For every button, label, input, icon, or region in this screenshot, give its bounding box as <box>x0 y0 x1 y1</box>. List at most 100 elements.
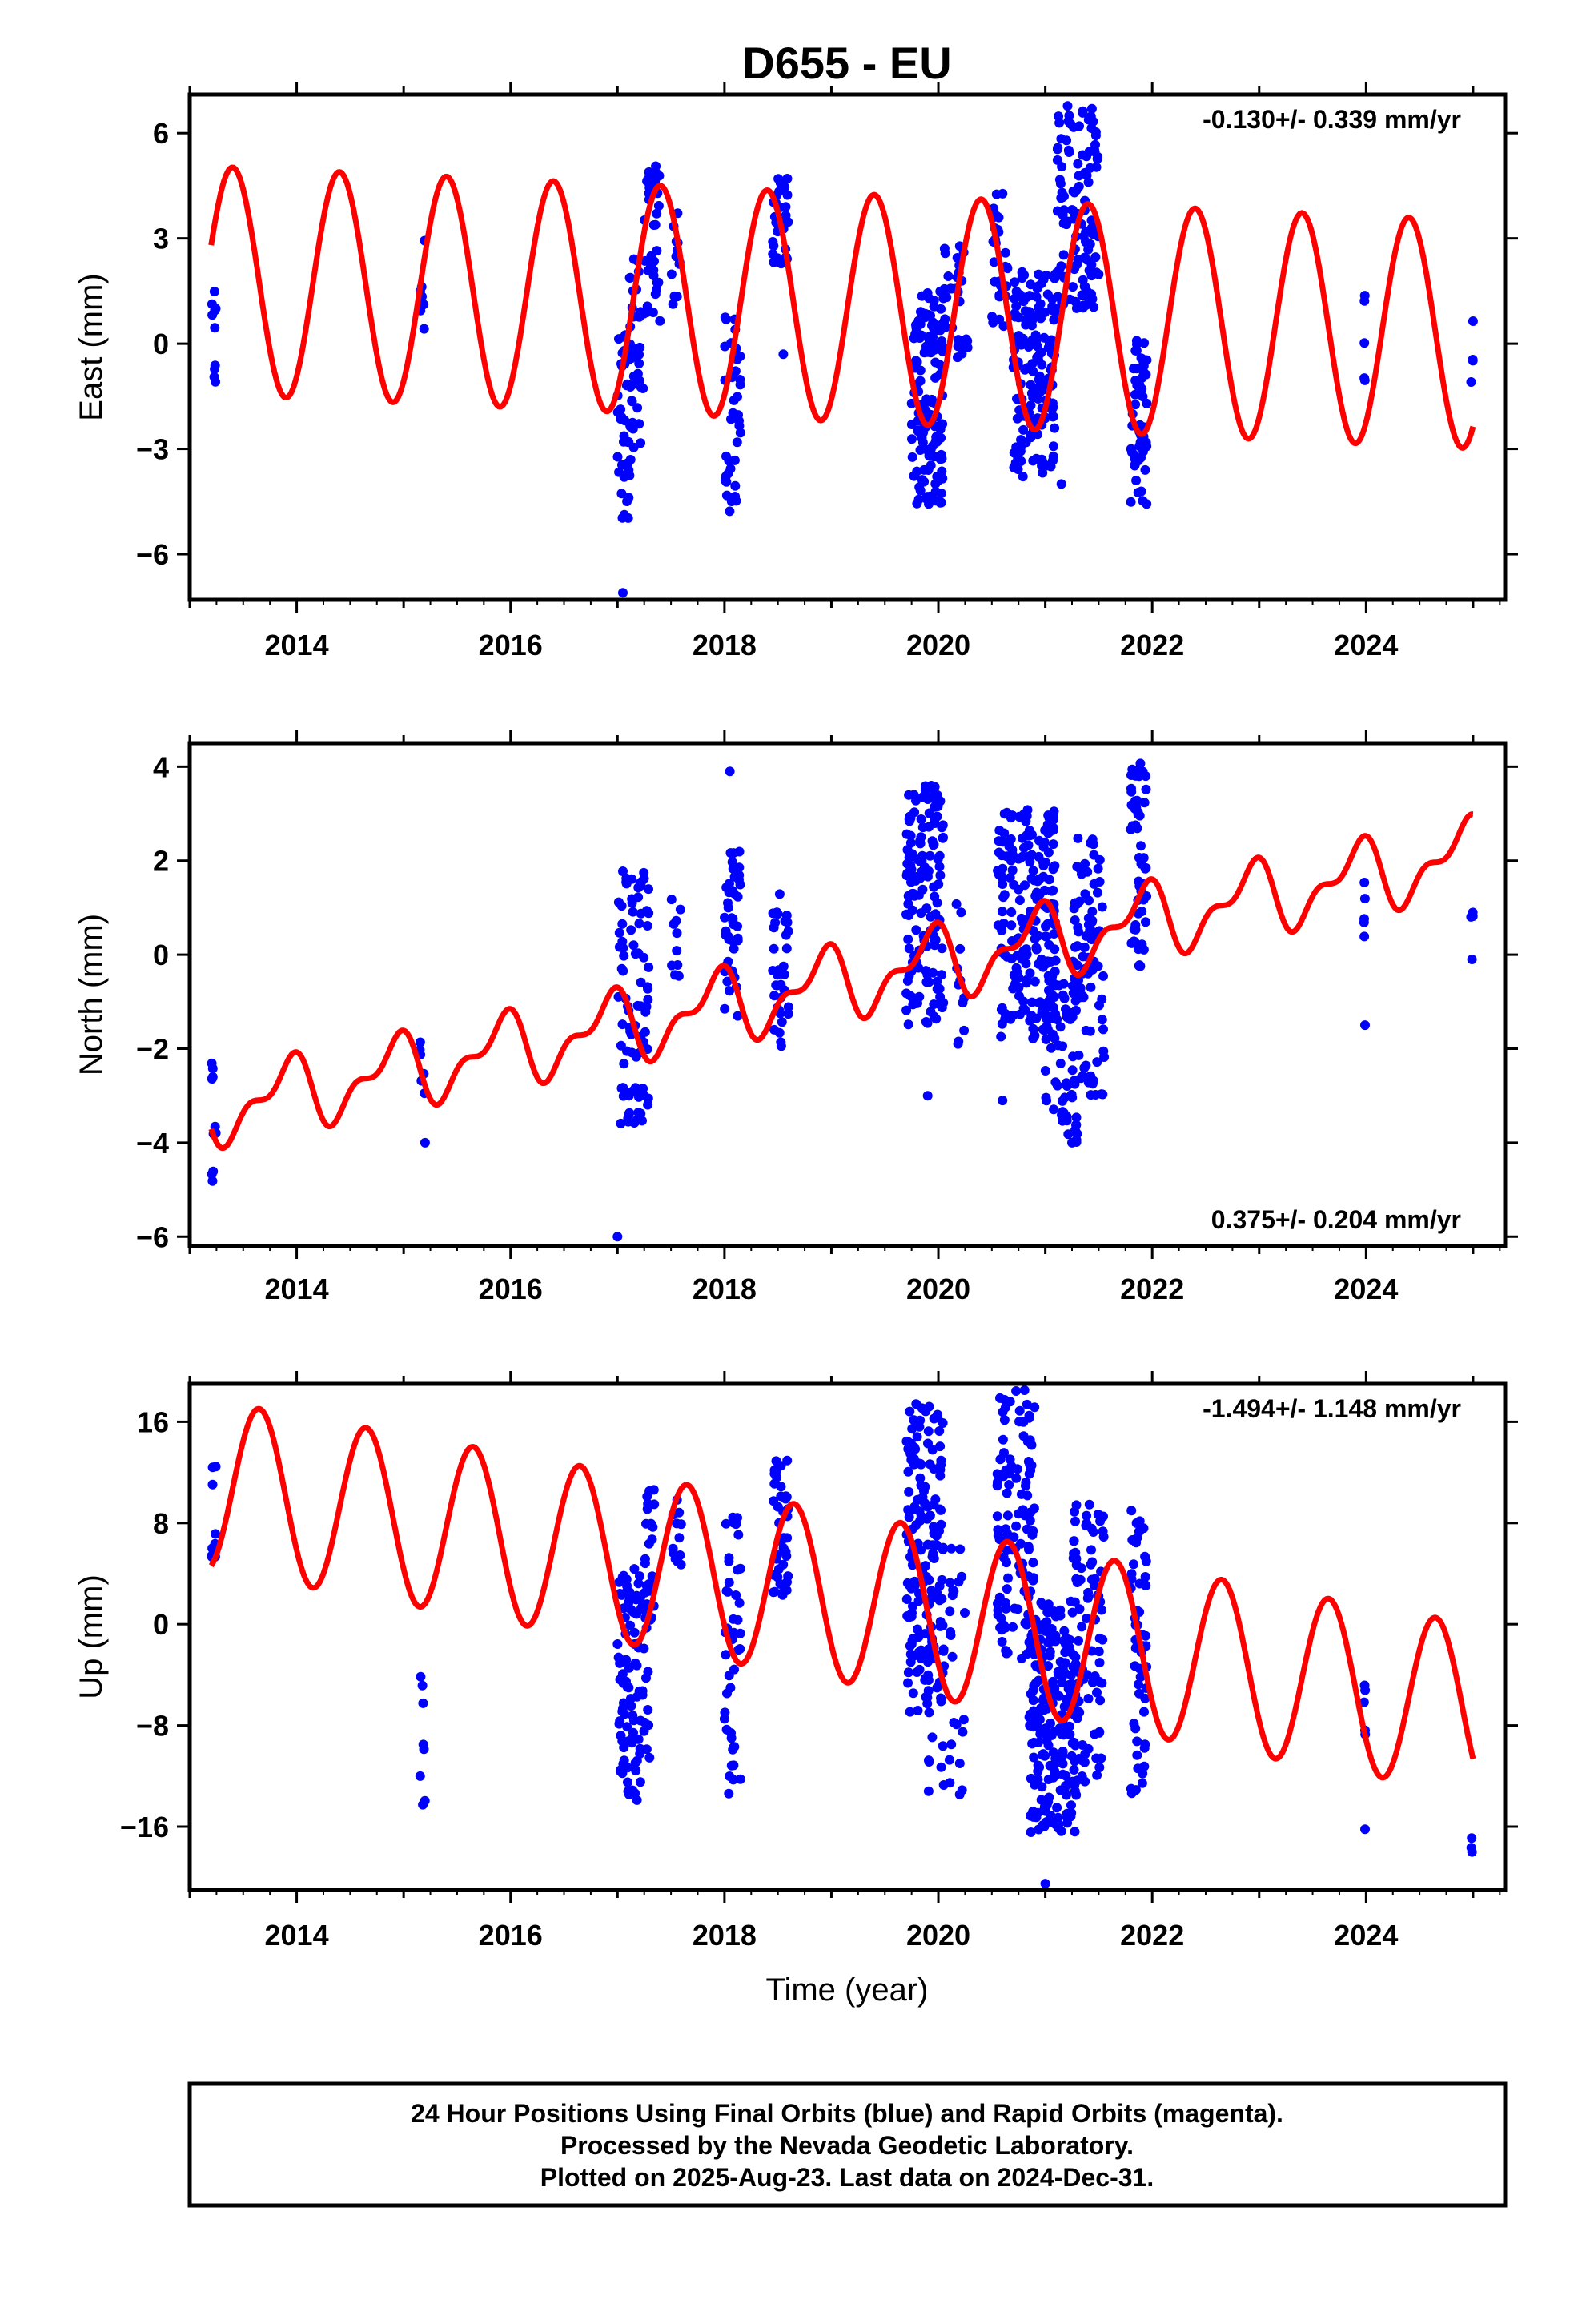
data-point <box>1024 1410 1034 1421</box>
y-tick-label: 0 <box>153 939 169 971</box>
data-point <box>1060 1638 1070 1649</box>
data-point <box>616 1731 626 1741</box>
data-point <box>1086 1646 1097 1656</box>
data-point <box>207 1462 218 1473</box>
data-point <box>1042 1607 1053 1618</box>
data-point <box>1048 885 1058 895</box>
data-point <box>209 287 219 296</box>
data-point <box>773 174 784 184</box>
data-point <box>907 434 917 444</box>
data-point <box>1067 1092 1078 1103</box>
data-point <box>1001 1603 1011 1614</box>
data-point <box>1055 1059 1066 1068</box>
data-point <box>1078 992 1089 1003</box>
data-point <box>624 465 634 475</box>
data-point <box>951 899 962 909</box>
y-tick-label: −4 <box>136 1127 169 1160</box>
data-point <box>938 1542 948 1553</box>
data-point <box>1062 1812 1072 1823</box>
data-point <box>934 1581 945 1591</box>
y-tick-label: −6 <box>136 1220 169 1253</box>
data-point <box>1097 994 1107 1004</box>
data-point <box>922 444 932 455</box>
data-point <box>1069 1765 1079 1775</box>
data-point <box>1023 840 1034 850</box>
data-point <box>958 1727 968 1737</box>
x-tick-label: 2016 <box>479 1919 543 1952</box>
data-point <box>949 1586 959 1597</box>
x-axis-label: Time (year) <box>766 1972 929 2008</box>
data-point <box>934 983 945 994</box>
data-point <box>634 919 644 929</box>
data-point <box>1045 1647 1055 1657</box>
data-point <box>915 445 926 455</box>
data-point <box>905 1641 915 1651</box>
data-point <box>992 1469 1002 1479</box>
data-point <box>1137 939 1147 950</box>
data-point <box>725 766 735 777</box>
data-point <box>927 836 938 846</box>
data-point <box>619 1698 628 1708</box>
data-point <box>1080 1776 1090 1787</box>
data-point <box>666 269 677 279</box>
data-point <box>1092 1687 1102 1698</box>
data-point <box>725 1771 735 1781</box>
data-point <box>643 265 653 275</box>
data-point <box>1067 1012 1078 1022</box>
data-point <box>669 291 680 301</box>
data-point <box>635 1571 644 1582</box>
data-point <box>1005 1454 1015 1465</box>
data-point <box>1031 944 1042 955</box>
data-point <box>1010 277 1020 287</box>
data-point <box>960 1608 970 1618</box>
data-point <box>780 916 790 927</box>
data-point <box>923 1426 934 1437</box>
data-point <box>674 1533 685 1543</box>
data-point <box>644 962 654 972</box>
data-point <box>903 1678 913 1688</box>
data-point <box>644 183 655 193</box>
data-point <box>901 1436 912 1446</box>
x-tick-label: 2020 <box>906 1273 970 1305</box>
data-point <box>642 921 652 931</box>
data-point <box>1069 1536 1079 1546</box>
data-point <box>916 1459 926 1470</box>
data-point <box>999 890 1010 900</box>
data-point <box>1093 887 1102 898</box>
data-point <box>917 1492 928 1502</box>
data-point <box>1072 862 1082 872</box>
data-point <box>925 850 935 861</box>
data-point <box>671 915 681 926</box>
data-point <box>208 1166 219 1176</box>
data-point <box>1082 1614 1092 1623</box>
data-point <box>720 1003 730 1014</box>
data-point <box>1066 1670 1076 1680</box>
data-point <box>1081 931 1091 941</box>
data-point <box>1141 784 1151 794</box>
data-point <box>1019 1385 1030 1395</box>
data-point <box>769 943 779 954</box>
data-point <box>927 397 938 408</box>
data-point <box>616 1040 626 1051</box>
data-point <box>1140 1572 1150 1582</box>
data-point <box>1050 861 1060 871</box>
footer-frame <box>187 2081 1508 2208</box>
data-point <box>1056 1729 1066 1739</box>
data-point <box>908 1688 918 1699</box>
data-point <box>1130 460 1140 470</box>
data-point <box>1018 424 1029 435</box>
data-point <box>1021 1481 1030 1491</box>
data-point <box>1126 800 1137 810</box>
data-point <box>632 403 643 413</box>
data-point <box>913 1647 924 1658</box>
data-point <box>641 308 652 318</box>
data-point <box>726 1728 736 1738</box>
data-point <box>1050 1077 1061 1088</box>
data-point <box>1004 842 1014 852</box>
data-point <box>636 1001 646 1011</box>
data-point <box>723 1586 733 1597</box>
data-point <box>634 312 644 322</box>
east-model-curve <box>208 164 1476 451</box>
data-point <box>1095 1695 1106 1706</box>
data-point <box>1022 1490 1033 1501</box>
